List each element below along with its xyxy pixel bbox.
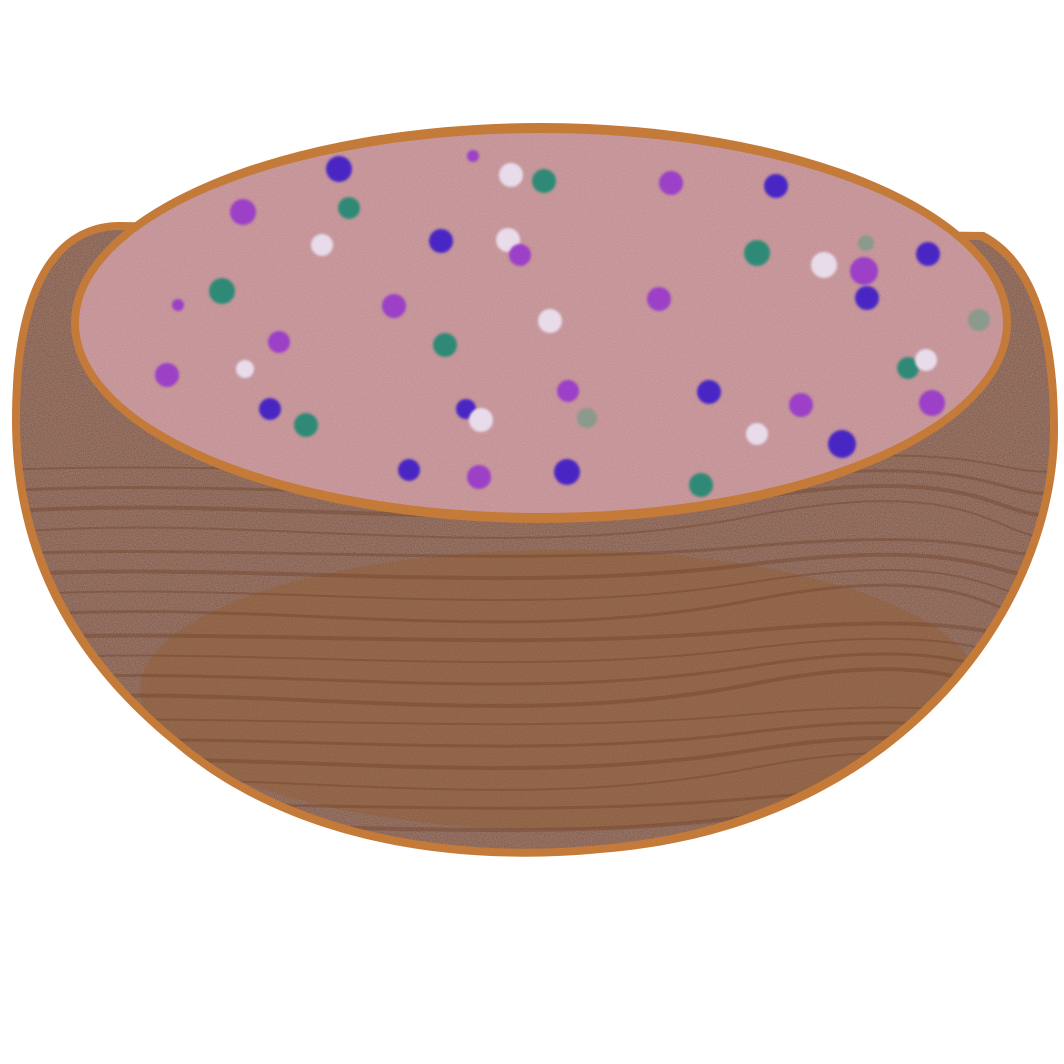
- sprinkle: [311, 234, 333, 256]
- sprinkle: [697, 380, 721, 404]
- sprinkle: [968, 309, 990, 331]
- sprinkle: [538, 309, 562, 333]
- sprinkle: [554, 459, 580, 485]
- sprinkle: [811, 252, 837, 278]
- sprinkle: [259, 398, 281, 420]
- wood-grain-line: [20, 500, 1050, 539]
- sprinkle: [294, 413, 318, 437]
- sprinkle: [155, 363, 179, 387]
- sprinkle: [850, 257, 878, 285]
- sprinkle: [789, 393, 813, 417]
- sprinkle: [398, 459, 420, 481]
- sprinkle: [172, 299, 184, 311]
- sprinkle: [209, 278, 235, 304]
- sprinkle: [467, 150, 479, 162]
- sprinkle: [577, 408, 597, 428]
- wood-grain-line: [20, 569, 1050, 601]
- sprinkles: [155, 150, 990, 497]
- sprinkle: [382, 294, 406, 318]
- sprinkle: [744, 240, 770, 266]
- sprinkle: [828, 430, 856, 458]
- sprinkle: [647, 287, 671, 311]
- sprinkle: [764, 174, 788, 198]
- sprinkle: [433, 333, 457, 357]
- wood-highlight: [140, 550, 980, 830]
- sprinkle: [499, 163, 523, 187]
- sprinkle: [858, 235, 874, 251]
- sprinkle: [338, 197, 360, 219]
- sprinkle: [268, 331, 290, 353]
- sprinkle: [915, 349, 937, 371]
- wood-grain-line: [20, 538, 1050, 558]
- sprinkle: [659, 171, 683, 195]
- sprinkle: [855, 286, 879, 310]
- sprinkle: [689, 473, 713, 497]
- sprinkle: [429, 229, 453, 253]
- sprinkle: [469, 408, 493, 432]
- sprinkle: [916, 242, 940, 266]
- sprinkle: [897, 357, 919, 379]
- sprinkle: [326, 156, 352, 182]
- sprinkle: [557, 380, 579, 402]
- sprinkle: [532, 169, 556, 193]
- sprinkle: [509, 244, 531, 266]
- sprinkle: [919, 390, 945, 416]
- sprinkle: [467, 465, 491, 489]
- sprinkle: [236, 360, 254, 378]
- sprinkle: [230, 199, 256, 225]
- wood-grain-line: [20, 552, 1050, 581]
- sprinkle: [746, 423, 768, 445]
